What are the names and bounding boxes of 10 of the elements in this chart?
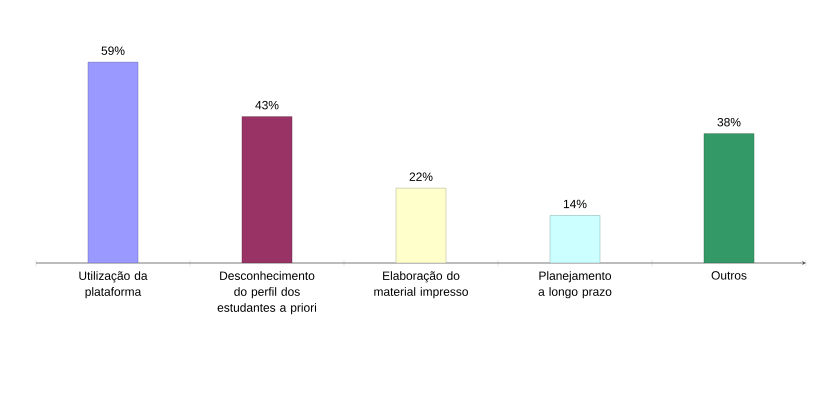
- data-label: 43%: [255, 100, 279, 110]
- data-label: 22%: [410, 172, 433, 181]
- x-tick-label: Utilização da plataforma: [79, 271, 148, 298]
- data-label: 14%: [564, 200, 587, 208]
- data-label: 38%: [717, 118, 741, 126]
- x-tick-label: Outros: [712, 271, 747, 280]
- x-tick-label: Desconhecimento do perfil dos estudantes a priori: [218, 271, 316, 314]
- x-tick-label: Elaboração do material impresso: [374, 271, 468, 298]
- data-label: 59%: [102, 46, 125, 55]
- x-tick-label: Planejamento a longo prazo: [538, 271, 612, 298]
